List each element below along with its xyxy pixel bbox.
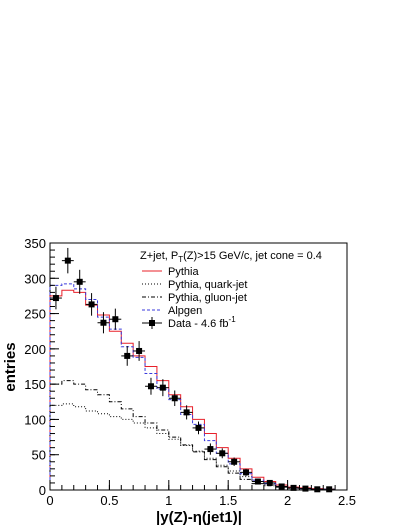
legend-swatch-data-marker (149, 320, 155, 326)
x-tick-label: 1.5 (219, 493, 237, 508)
legend-title-part-1: Z+jet, P (140, 250, 178, 262)
y-axis-title: entries (2, 342, 19, 391)
data-point (50, 286, 62, 310)
legend-label-alpgen: Alpgen (168, 305, 202, 317)
y-tick-label: 250 (24, 307, 46, 322)
x-tick-label: 1 (165, 493, 172, 508)
data-point (299, 485, 312, 492)
data-point (192, 421, 205, 435)
y-tick-label: 150 (24, 377, 46, 392)
data-point (263, 479, 276, 486)
data-point (275, 483, 288, 490)
x-tick-label: 0 (46, 493, 53, 508)
legend-label-pythia: Pythia (168, 266, 199, 278)
legend-label-quark-jet: Pythia, quark-jet (168, 279, 247, 291)
y-tick-label: 200 (24, 342, 46, 357)
data-point (240, 468, 252, 476)
x-tick-label: 0.5 (100, 493, 118, 508)
legend-title-subscript: T (178, 255, 183, 264)
data-point (311, 486, 324, 493)
y-tick-label: 0 (39, 483, 46, 498)
legend-title-part-2: (Z)>15 GeV/c, jet cone = 0.4 (183, 250, 322, 262)
data-point (251, 478, 264, 485)
data-point (287, 484, 300, 491)
data-point (61, 247, 74, 274)
data-point (323, 486, 336, 493)
data-point (168, 390, 181, 407)
y-tick-label: 100 (24, 412, 46, 427)
data-point (73, 269, 86, 294)
legend-label-data: Data - 4.6 fb-1 (168, 315, 236, 330)
y-tick-label: 300 (24, 271, 46, 286)
legend-label-data-main: Data - 4.6 fb (168, 318, 229, 330)
y-tick-label: 350 (24, 236, 46, 251)
y-tick-label: 50 (32, 448, 46, 463)
data-point (121, 346, 134, 366)
x-tick-label: 2.5 (338, 493, 356, 508)
data-point (180, 405, 193, 420)
legend: Z+jet, PT(Z)>15 GeV/c, jet cone = 0.4 Py… (140, 250, 322, 330)
legend-label-gluon-jet: Pythia, gluon-jet (168, 292, 247, 304)
series-line-2 (49, 380, 336, 490)
data-point (228, 457, 241, 467)
data-point (109, 308, 122, 330)
data-point (216, 448, 229, 459)
data-points-layer (50, 247, 336, 493)
data-point (133, 341, 146, 361)
ticks-layer: 0 0.5 1 1.5 2 2.5 0 50 100 150 200 250 300 350 (24, 236, 356, 508)
legend-label-data-sup: -1 (229, 315, 237, 324)
data-point (156, 379, 169, 397)
x-axis-title: |y(Z)-η(jet1)| (156, 509, 242, 526)
x-tick-label: 2 (284, 493, 291, 508)
legend-title: Z+jet, PT(Z)>15 GeV/c, jet cone = 0.4 (140, 250, 322, 264)
data-point (97, 312, 110, 334)
data-point (85, 293, 98, 316)
data-point (204, 443, 217, 455)
data-point (145, 377, 157, 395)
